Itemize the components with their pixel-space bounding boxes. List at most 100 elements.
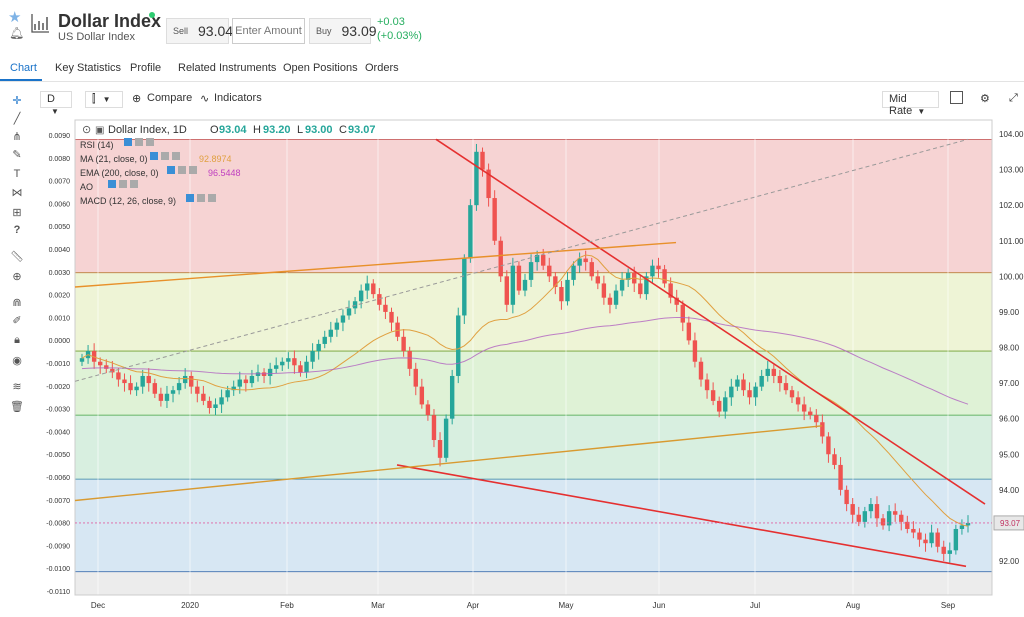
candle-body <box>238 380 242 387</box>
candle-body <box>128 383 132 390</box>
study-ema-value: 96.5448 <box>208 168 241 178</box>
candle-body <box>492 198 496 241</box>
study-macd[interactable]: MACD (12, 26, close, 9) <box>80 196 176 206</box>
candle-body <box>499 241 503 277</box>
study-settings-icon[interactable] <box>135 138 143 146</box>
right-axis-tick: 99.00 <box>999 308 1020 317</box>
fib-band <box>75 479 992 572</box>
candle-body <box>389 312 393 323</box>
candle-body <box>414 369 418 387</box>
candle-body <box>596 276 600 283</box>
candle-body <box>583 259 587 263</box>
candle-body <box>298 365 302 372</box>
fib-band <box>75 273 992 351</box>
study-remove-icon[interactable] <box>172 152 180 160</box>
candle-body <box>881 518 885 525</box>
study-settings-icon[interactable] <box>119 180 127 188</box>
legend-low-label: L <box>297 124 303 136</box>
candle-body <box>462 259 466 316</box>
study-ma[interactable]: MA (21, close, 0) <box>80 154 148 164</box>
candle-body <box>772 369 776 376</box>
right-axis-tick: 103.00 <box>999 166 1024 175</box>
candle-body <box>377 294 381 305</box>
left-axis-tick: -0.0070 <box>46 498 70 505</box>
candle-body <box>559 287 563 301</box>
left-axis-tick: -0.0040 <box>46 429 70 436</box>
collapse-legend-icon[interactable]: ⊙ <box>82 124 91 136</box>
candle-body <box>171 390 175 394</box>
candle-body <box>869 504 873 511</box>
legend-close-label: C <box>339 124 347 136</box>
candle-body <box>347 308 351 315</box>
candle-body <box>468 205 472 258</box>
left-axis-tick: 0.0060 <box>49 201 71 208</box>
candle-body <box>784 383 788 390</box>
candle-body <box>735 380 739 387</box>
candle-body <box>875 504 879 518</box>
candle-body <box>395 323 399 337</box>
right-axis-tick: 104.00 <box>999 130 1024 139</box>
candle-body <box>826 436 830 454</box>
candle-body <box>401 337 405 351</box>
left-axis-tick: 0.0070 <box>49 179 71 186</box>
x-axis-tick: Apr <box>467 601 480 610</box>
candle-body <box>316 344 320 351</box>
study-remove-icon[interactable] <box>130 180 138 188</box>
study-ao[interactable]: AO <box>80 182 93 192</box>
left-axis-tick: 0.0090 <box>49 133 71 140</box>
x-axis-tick: Jun <box>653 601 666 610</box>
study-remove-icon[interactable] <box>208 194 216 202</box>
x-axis-tick: Feb <box>280 601 294 610</box>
study-visibility-icon[interactable] <box>108 180 116 188</box>
candle-body <box>292 358 296 365</box>
study-settings-icon[interactable] <box>197 194 205 202</box>
x-axis-tick: May <box>558 601 573 610</box>
candle-body <box>432 415 436 440</box>
study-rsi[interactable]: RSI (14) <box>80 140 114 150</box>
study-settings-icon[interactable] <box>178 166 186 174</box>
x-axis-tick: Mar <box>371 601 385 610</box>
candle-body <box>687 323 691 341</box>
candle-body <box>304 362 308 373</box>
candle-body <box>517 266 521 291</box>
candle-body <box>917 533 921 540</box>
study-visibility-icon[interactable] <box>150 152 158 160</box>
candle-body <box>450 376 454 419</box>
candle-body <box>850 504 854 515</box>
candle-body <box>323 337 327 344</box>
candle-body <box>620 280 624 291</box>
study-remove-icon[interactable] <box>146 138 154 146</box>
x-axis-tick: 2020 <box>181 601 199 610</box>
study-remove-icon[interactable] <box>189 166 197 174</box>
candle-body <box>438 440 442 458</box>
candle-body <box>808 412 812 416</box>
candle-body <box>365 283 369 290</box>
candle-body <box>116 372 120 379</box>
candle-body <box>280 362 284 366</box>
candle-body <box>147 376 151 383</box>
left-axis-tick: 0.0000 <box>49 338 71 345</box>
study-visibility-icon[interactable] <box>167 166 175 174</box>
candle-body <box>711 390 715 401</box>
study-visibility-icon[interactable] <box>124 138 132 146</box>
candle-body <box>590 262 594 276</box>
candle-body <box>511 266 515 305</box>
study-visibility-icon[interactable] <box>186 194 194 202</box>
candle-body <box>219 397 223 404</box>
candle-body <box>201 394 205 401</box>
legend-symbol: Dollar Index, 1D <box>108 124 187 136</box>
left-axis-tick: -0.0030 <box>46 407 70 414</box>
candle-body <box>838 465 842 490</box>
left-axis-tick: 0.0080 <box>49 156 71 163</box>
legend-close-value: 93.07 <box>348 124 376 136</box>
candle-body <box>407 351 411 369</box>
candle-body <box>923 540 927 544</box>
candle-body <box>741 380 745 391</box>
study-settings-icon[interactable] <box>161 152 169 160</box>
study-ema[interactable]: EMA (200, close, 0) <box>80 168 159 178</box>
candle-body <box>183 376 187 383</box>
candle-body <box>844 490 848 504</box>
candle-body <box>371 283 375 294</box>
candle-body <box>359 291 363 302</box>
